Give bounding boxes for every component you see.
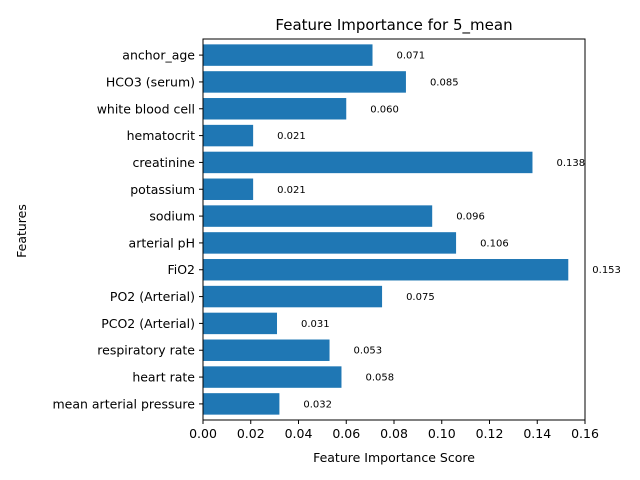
y-tick-label-10: PCO2 (Arterial) (101, 316, 195, 331)
data-label-3: 0.021 (277, 131, 306, 142)
bars-group (203, 44, 569, 415)
data-label-7: 0.106 (480, 238, 509, 249)
y-tick-label-9: PO2 (Arterial) (110, 289, 195, 304)
data-label-12: 0.058 (365, 373, 394, 384)
x-tick-label-2: 0.04 (285, 426, 313, 441)
x-tick-label-7: 0.14 (523, 426, 551, 441)
bar-6 (203, 205, 433, 227)
x-axis-label: Feature Importance Score (313, 450, 475, 465)
plot-frame (202, 38, 586, 421)
y-tick-label-0: anchor_age (122, 48, 195, 63)
bar-4 (203, 151, 533, 174)
data-label-2: 0.060 (370, 104, 399, 115)
y-tick-label-6: sodium (149, 209, 195, 224)
data-label-4: 0.138 (556, 158, 585, 169)
bar-2 (203, 98, 347, 120)
data-label-13: 0.032 (303, 399, 332, 410)
y-tick-label-5: potassium (130, 182, 195, 197)
data-label-5: 0.021 (277, 185, 306, 196)
y-tick-label-4: creatinine (133, 155, 196, 170)
y-axis-ticks: anchor_age HCO3 (serum) white blood cell he… (52, 48, 203, 411)
x-tick-label-5: 0.10 (428, 426, 456, 441)
y-tick-label-7: arterial pH (129, 235, 195, 250)
x-tick-label-4: 0.08 (380, 426, 408, 441)
x-tick-label-6: 0.12 (476, 426, 504, 441)
bar-1 (203, 71, 406, 93)
data-label-6: 0.096 (456, 212, 485, 223)
bar-11 (203, 339, 330, 361)
x-tick-label-0: 0.00 (189, 426, 217, 441)
data-label-9: 0.075 (406, 292, 435, 303)
data-label-10: 0.031 (301, 319, 330, 330)
data-label-1: 0.085 (430, 77, 459, 88)
bar-3 (203, 124, 254, 147)
bar-9 (203, 285, 383, 308)
data-label-8: 0.153 (592, 265, 621, 276)
y-tick-label-3: hematocrit (127, 128, 195, 143)
bar-10 (203, 312, 278, 335)
x-tick-label-3: 0.06 (332, 426, 360, 441)
x-tick-label-8: 0.16 (571, 426, 599, 441)
bar-8 (203, 259, 569, 281)
bar-13 (203, 393, 280, 415)
y-tick-label-11: respiratory rate (97, 343, 195, 358)
data-labels-group: 0.071 0.085 0.060 0.021 0.138 0.021 0.096 0.106… (277, 51, 621, 411)
data-label-0: 0.071 (397, 51, 426, 62)
y-axis-label: Features (14, 204, 29, 258)
bar-12 (203, 366, 342, 388)
bar-5 (203, 178, 254, 200)
y-tick-label-12: heart rate (132, 370, 195, 385)
chart-title: Feature Importance for 5_mean (275, 16, 512, 35)
bar-0 (203, 44, 373, 66)
y-tick-label-1: HCO3 (serum) (106, 74, 195, 89)
data-label-11: 0.053 (354, 346, 383, 357)
bar-7 (203, 232, 457, 254)
y-tick-label-8: FiO2 (167, 262, 195, 277)
x-tick-label-1: 0.02 (237, 426, 265, 441)
x-axis-ticks: 0.00 0.02 0.04 0.06 0.08 0.10 0.12 0.14 0.16 (189, 420, 599, 441)
y-tick-label-2: white blood cell (97, 101, 195, 116)
y-tick-label-13: mean arterial pressure (52, 396, 195, 411)
